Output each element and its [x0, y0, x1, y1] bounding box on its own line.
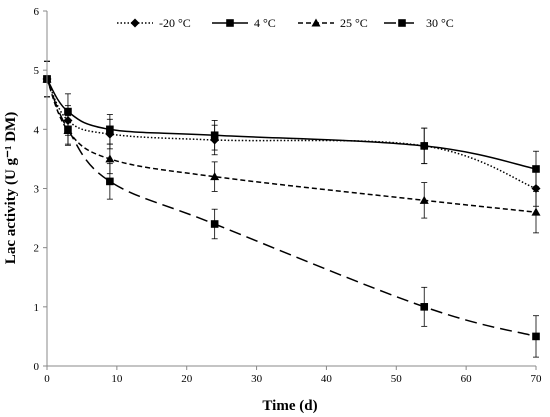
legend-item-3: 30 °C — [384, 16, 454, 30]
y-tick-label: 0 — [34, 361, 40, 373]
x-tick-label: 0 — [44, 373, 50, 385]
data-point — [64, 107, 72, 116]
data-point — [420, 142, 429, 150]
data-point — [64, 125, 72, 134]
x-tick-label: 60 — [461, 373, 473, 385]
y-tick-label: 1 — [34, 302, 40, 314]
data-point — [531, 184, 541, 193]
data-point — [106, 125, 114, 134]
data-point — [419, 195, 429, 204]
series-0 — [42, 60, 541, 207]
x-tick-label: 70 — [531, 373, 543, 385]
series-3 — [43, 60, 540, 358]
y-axis-title: Lac activity (U g⁻¹ DM) — [3, 112, 19, 264]
y-tick-label: 4 — [34, 124, 40, 136]
y-tick-label: 3 — [34, 184, 40, 196]
x-tick-label: 40 — [321, 373, 333, 385]
series-2 — [42, 60, 541, 234]
y-tick-label: 2 — [34, 243, 40, 255]
x-tick-label: 50 — [391, 373, 403, 385]
x-tick-label: 10 — [111, 373, 123, 385]
x-tick-label: 20 — [181, 373, 193, 385]
legend-item-1: 4 °C — [212, 16, 276, 30]
x-axis-title: Time (d) — [262, 398, 317, 414]
series-line — [46, 78, 537, 338]
legend-marker — [226, 19, 234, 27]
series-1 — [43, 60, 540, 188]
legend-marker — [398, 19, 406, 27]
legend-label: 30 °C — [426, 16, 454, 30]
y-tick-label: 6 — [34, 6, 40, 18]
data-point — [210, 172, 220, 181]
legend-marker — [130, 18, 140, 28]
data-point — [420, 303, 429, 311]
data-point — [106, 177, 114, 186]
legend-item-0: -20 °C — [117, 16, 191, 30]
data-point — [532, 332, 540, 341]
series-line — [46, 78, 537, 213]
data-point — [105, 154, 115, 163]
legend-marker — [311, 18, 321, 27]
data-point — [532, 165, 540, 173]
x-tick-label: 30 — [251, 373, 263, 385]
legend-label: -20 °C — [159, 16, 191, 30]
legend-label: 25 °C — [340, 16, 368, 30]
legend: -20 °C 4 °C 25 °C 30 °C — [117, 16, 454, 30]
series-line — [46, 78, 537, 170]
legend-label: 4 °C — [254, 16, 276, 30]
y-tick-label: 5 — [34, 65, 40, 77]
plot-area — [42, 60, 541, 358]
data-point — [531, 207, 541, 216]
legend-item-2: 25 °C — [298, 16, 368, 30]
data-point — [210, 131, 219, 140]
series-line — [46, 78, 537, 190]
data-point — [210, 220, 219, 228]
